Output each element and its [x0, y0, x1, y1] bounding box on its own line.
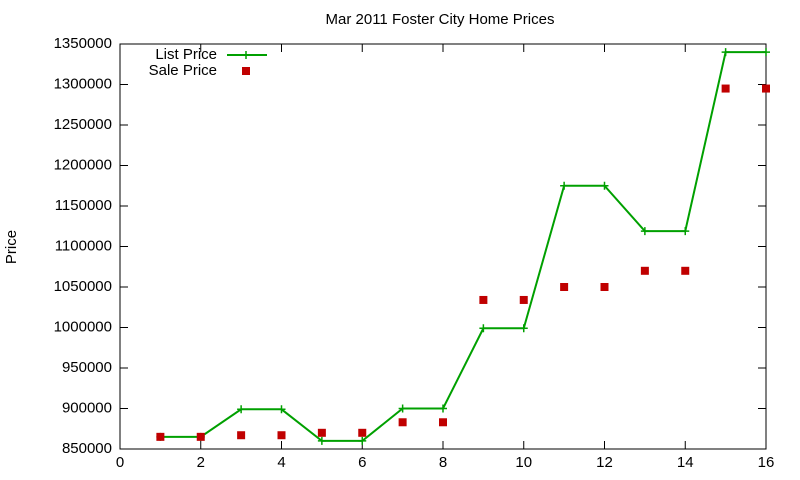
data-point — [317, 428, 326, 437]
data-point — [721, 84, 730, 93]
data-point — [398, 404, 407, 413]
data-point — [358, 436, 367, 445]
legend-label: Sale Price — [149, 62, 217, 79]
data-point — [277, 405, 286, 414]
y-tick-label: 1000000 — [54, 318, 112, 335]
legend-marker — [242, 51, 250, 59]
data-point — [439, 404, 447, 413]
y-tick-label: 1350000 — [54, 35, 112, 52]
data-point — [560, 181, 569, 190]
y-tick-label: 1150000 — [55, 197, 112, 214]
x-tick-label: 16 — [758, 454, 775, 471]
y-tick-label: 1200000 — [54, 156, 112, 173]
data-point — [519, 324, 528, 333]
y-tick-label: 1100000 — [55, 237, 112, 254]
data-point — [398, 418, 407, 427]
x-tick-label: 14 — [677, 454, 694, 471]
data-point — [519, 295, 528, 304]
data-point — [600, 283, 609, 291]
data-point — [640, 227, 649, 236]
data-point — [640, 266, 649, 275]
series-line — [160, 51, 766, 442]
data-point — [560, 283, 569, 291]
x-tick-label: 10 — [515, 454, 532, 471]
x-tick-label: 8 — [439, 454, 447, 471]
data-point — [317, 436, 326, 445]
y-tick-label: 1250000 — [54, 116, 112, 133]
data-point — [762, 84, 770, 93]
data-point — [237, 431, 246, 440]
x-tick-label: 4 — [277, 454, 285, 471]
data-point — [237, 405, 246, 414]
data-point — [277, 431, 286, 440]
data-point — [681, 227, 690, 236]
data-point — [196, 432, 205, 441]
data-point — [156, 432, 165, 441]
data-point — [681, 266, 690, 275]
y-tick-label: 1300000 — [54, 75, 112, 92]
legend-label: List Price — [155, 46, 217, 63]
y-tick-label: 1050000 — [54, 278, 112, 295]
x-tick-label: 12 — [596, 454, 613, 471]
data-point — [439, 418, 447, 427]
y-tick-label: 900000 — [62, 399, 112, 416]
data-point — [479, 324, 488, 333]
chart-title: Mar 2011 Foster City Home Prices — [326, 11, 555, 28]
data-point — [358, 428, 367, 437]
x-tick-label: 2 — [197, 454, 205, 471]
data-point — [600, 181, 609, 190]
y-axis-label: Price — [3, 230, 20, 264]
y-tick-label: 850000 — [62, 440, 112, 457]
legend-marker — [242, 67, 250, 75]
y-tick-label: 950000 — [62, 359, 112, 376]
x-tick-label: 6 — [358, 454, 366, 471]
data-point — [721, 48, 730, 57]
data-point — [479, 295, 488, 304]
data-point — [762, 48, 770, 57]
x-tick-label: 0 — [116, 454, 124, 471]
